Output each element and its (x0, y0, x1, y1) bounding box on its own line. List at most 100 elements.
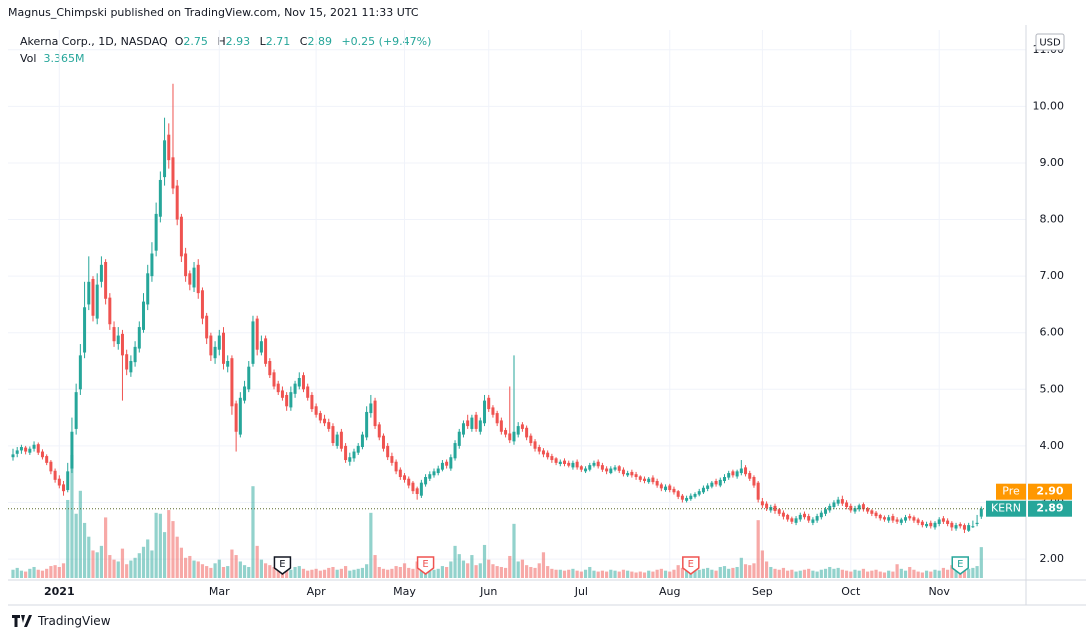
volume-bar (369, 512, 373, 578)
candle-body (685, 497, 689, 501)
volume-bar (786, 570, 790, 578)
candle-body (592, 462, 596, 466)
volume-bar (141, 546, 146, 578)
candle-body (323, 418, 327, 424)
candle-body (129, 361, 133, 373)
candle-body (899, 519, 903, 523)
candle-body (626, 473, 630, 476)
volume-bar (832, 568, 836, 578)
volume-bar (104, 517, 108, 578)
volume-bar (205, 566, 209, 578)
volume-bar (11, 569, 15, 578)
volume-bar (179, 547, 183, 578)
candle-body (537, 447, 541, 452)
candle-body (483, 400, 487, 424)
volume-bar (133, 557, 137, 578)
candle-body (53, 470, 57, 480)
volume-bar (815, 571, 819, 578)
candle-body (802, 513, 806, 518)
volume-bar (706, 567, 710, 578)
candle-body (36, 444, 40, 453)
candle-body (828, 505, 832, 511)
candle-body (226, 361, 230, 367)
candle-body (398, 469, 402, 478)
volume-bar (617, 571, 621, 578)
volume-bar (807, 568, 811, 578)
volume-bar (306, 570, 310, 578)
volume-bar (365, 564, 369, 578)
x-tick-label: Jul (574, 585, 588, 598)
candle-body (765, 503, 769, 509)
candle-body (356, 445, 360, 453)
volume-bar (322, 569, 327, 578)
volume-bar (386, 569, 390, 578)
volume-bar (903, 570, 908, 578)
volume-bar (701, 568, 706, 578)
volume-bar (150, 550, 154, 578)
candle-body (895, 519, 899, 522)
candle-body (904, 517, 908, 521)
volume-bar (82, 522, 87, 578)
candle-body (453, 443, 457, 459)
candle-body (735, 471, 739, 477)
y-tick-label: 8.00 (1040, 213, 1065, 226)
volume-bar (693, 570, 697, 578)
volume-bar (866, 571, 870, 578)
volume-bar (588, 566, 592, 578)
volume-bar (550, 568, 554, 578)
candle-body (280, 390, 284, 398)
volume-bar (415, 561, 419, 578)
volume-bar (571, 568, 575, 578)
candle-body (108, 297, 112, 325)
volume-bar (276, 567, 280, 578)
currency-badge (1035, 33, 1065, 51)
earnings-marker (951, 556, 969, 575)
candle-body (693, 493, 697, 497)
publish-info: Magnus_Chimpski published on TradingView… (8, 6, 419, 19)
volume-bar (318, 570, 322, 578)
candle-body (445, 461, 449, 466)
volume-bar (979, 547, 983, 578)
x-tick-label: Aug (659, 585, 680, 598)
candle-body (167, 134, 171, 161)
candle-body (491, 407, 495, 415)
candle-body (777, 509, 781, 514)
volume-bar (297, 566, 301, 578)
volume-bar (108, 555, 112, 578)
volume-bar (912, 569, 916, 578)
volume-bar (853, 569, 857, 578)
legend-key: H (217, 35, 226, 48)
candle-body (836, 499, 840, 504)
volume-bar (743, 564, 748, 578)
candle-body (369, 403, 373, 414)
volume-bar (301, 568, 306, 578)
candle-body (605, 468, 609, 472)
volume-bar (752, 563, 756, 578)
volume-bar (668, 571, 672, 578)
candle-body (436, 468, 440, 474)
candle-body (428, 474, 432, 479)
candle-body (318, 413, 322, 421)
candle-body (672, 488, 676, 493)
volume-bar (91, 550, 95, 578)
candle-body (714, 480, 718, 485)
volume-bar (971, 567, 975, 578)
volume-bar (764, 561, 769, 578)
candle-body (588, 465, 592, 470)
candle-body (630, 471, 634, 476)
candle-body (584, 468, 588, 472)
candle-body (196, 264, 200, 294)
volume-bar (811, 570, 815, 578)
candle-body (975, 522, 979, 524)
volume-bar (259, 559, 263, 578)
volume-bar (878, 571, 882, 578)
candle-body (381, 435, 385, 449)
earnings-marker (273, 556, 292, 575)
candle-body (550, 456, 554, 461)
candle-body (474, 414, 478, 429)
volume-bar (112, 559, 116, 578)
volume-bar (512, 523, 516, 578)
volume-bar (53, 565, 57, 578)
volume-bar (537, 563, 541, 578)
